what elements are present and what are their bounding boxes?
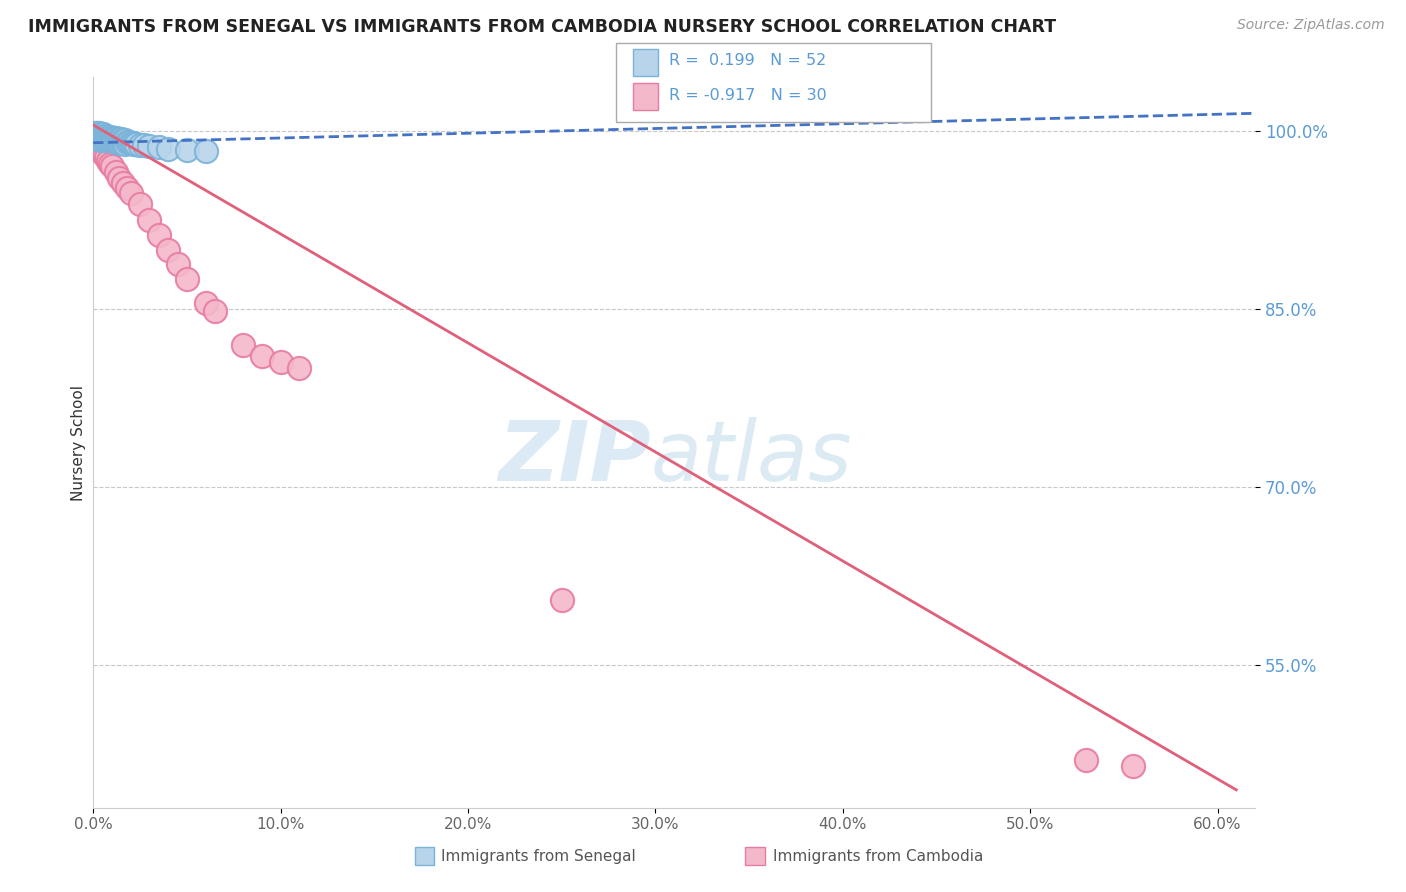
Point xyxy=(148,140,170,154)
Point xyxy=(204,304,226,318)
Point xyxy=(104,165,127,179)
Point xyxy=(288,361,311,376)
Text: Immigrants from Senegal: Immigrants from Senegal xyxy=(441,849,637,863)
Point xyxy=(121,136,143,150)
Point xyxy=(97,129,120,144)
Point xyxy=(194,296,217,310)
Point xyxy=(129,197,152,211)
Point xyxy=(120,136,142,150)
Point xyxy=(97,132,120,146)
Point xyxy=(110,132,132,146)
Point xyxy=(132,138,155,153)
Point xyxy=(91,129,114,144)
Point xyxy=(112,133,135,147)
Point xyxy=(157,243,180,257)
Point xyxy=(166,257,188,271)
Point xyxy=(90,129,112,144)
Point xyxy=(148,228,170,243)
Point xyxy=(103,131,125,145)
Text: IMMIGRANTS FROM SENEGAL VS IMMIGRANTS FROM CAMBODIA NURSERY SCHOOL CORRELATION C: IMMIGRANTS FROM SENEGAL VS IMMIGRANTS FR… xyxy=(28,18,1056,36)
Point xyxy=(112,176,135,190)
Point xyxy=(84,136,107,150)
Point xyxy=(107,135,129,149)
Point xyxy=(194,144,217,158)
Point xyxy=(110,136,132,150)
Point xyxy=(98,157,121,171)
Point xyxy=(108,136,131,150)
Point xyxy=(101,160,124,174)
Point xyxy=(84,129,107,144)
Point xyxy=(157,142,180,156)
Point xyxy=(86,138,108,153)
Point xyxy=(98,129,121,144)
Point xyxy=(91,128,114,142)
Point xyxy=(115,181,138,195)
Text: R =  0.199   N = 52: R = 0.199 N = 52 xyxy=(669,54,827,68)
Point xyxy=(87,132,110,146)
Point xyxy=(108,171,131,186)
Point xyxy=(101,133,124,147)
Point xyxy=(108,132,131,146)
Point xyxy=(93,147,115,161)
Point xyxy=(103,133,125,147)
Point xyxy=(87,128,110,143)
Point xyxy=(96,132,118,146)
Point xyxy=(84,126,107,140)
Text: atlas: atlas xyxy=(651,417,852,498)
Point xyxy=(115,135,138,149)
Point xyxy=(124,136,146,151)
Point xyxy=(86,132,108,146)
Point xyxy=(138,213,160,227)
Point xyxy=(270,355,292,369)
Point xyxy=(176,272,198,286)
Point xyxy=(91,133,114,147)
Point xyxy=(82,129,104,144)
Point xyxy=(86,128,108,143)
Point xyxy=(1122,759,1144,773)
Point xyxy=(98,133,121,147)
Point xyxy=(104,131,127,145)
Point xyxy=(87,140,110,154)
Point xyxy=(550,593,572,607)
Point xyxy=(129,138,152,153)
Point xyxy=(114,136,136,151)
Point xyxy=(93,128,115,143)
Point xyxy=(86,126,108,140)
Point xyxy=(91,144,114,158)
Text: R = -0.917   N = 30: R = -0.917 N = 30 xyxy=(669,88,827,103)
Point xyxy=(250,350,273,364)
Point xyxy=(87,126,110,140)
Text: Source: ZipAtlas.com: Source: ZipAtlas.com xyxy=(1237,18,1385,32)
Text: Immigrants from Cambodia: Immigrants from Cambodia xyxy=(773,849,984,863)
Point xyxy=(112,136,135,150)
Text: ZIP: ZIP xyxy=(498,417,651,498)
Point xyxy=(120,186,142,200)
Point xyxy=(97,153,120,168)
Point xyxy=(176,143,198,157)
Point xyxy=(96,128,118,143)
Point xyxy=(138,139,160,153)
Point xyxy=(90,142,112,156)
Y-axis label: Nursery School: Nursery School xyxy=(72,384,86,500)
Point xyxy=(90,128,112,142)
Point xyxy=(93,132,115,146)
Point xyxy=(114,133,136,147)
Point xyxy=(232,337,254,351)
Point xyxy=(96,150,118,164)
Point xyxy=(125,136,148,151)
Point xyxy=(118,135,141,149)
Point xyxy=(104,135,127,149)
Point xyxy=(101,131,124,145)
Point xyxy=(107,132,129,146)
Point xyxy=(90,133,112,147)
Point xyxy=(1076,753,1098,767)
